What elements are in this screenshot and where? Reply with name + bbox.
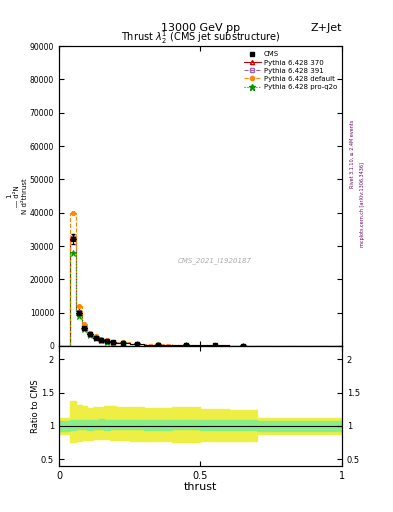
Y-axis label: Ratio to CMS: Ratio to CMS: [31, 379, 40, 433]
Text: mcplots.cern.ch [arXiv:1306.3436]: mcplots.cern.ch [arXiv:1306.3436]: [360, 162, 365, 247]
Legend: CMS, Pythia 6.428 370, Pythia 6.428 391, Pythia 6.428 default, Pythia 6.428 pro-: CMS, Pythia 6.428 370, Pythia 6.428 391,…: [242, 50, 338, 92]
Polygon shape: [59, 401, 342, 442]
Polygon shape: [59, 419, 342, 431]
Text: Rivet 3.1.10, ≥ 2.4M events: Rivet 3.1.10, ≥ 2.4M events: [350, 119, 355, 188]
Text: Z+Jet: Z+Jet: [310, 23, 342, 33]
Title: Thrust $\lambda_2^1$ (CMS jet substructure): Thrust $\lambda_2^1$ (CMS jet substructu…: [121, 29, 280, 46]
Text: 13000 GeV pp: 13000 GeV pp: [161, 23, 240, 33]
Text: CMS_2021_I1920187: CMS_2021_I1920187: [178, 257, 252, 264]
X-axis label: thrust: thrust: [184, 482, 217, 492]
Y-axis label: 1
― d²N
N d²thrust: 1 ― d²N N d²thrust: [6, 178, 28, 214]
